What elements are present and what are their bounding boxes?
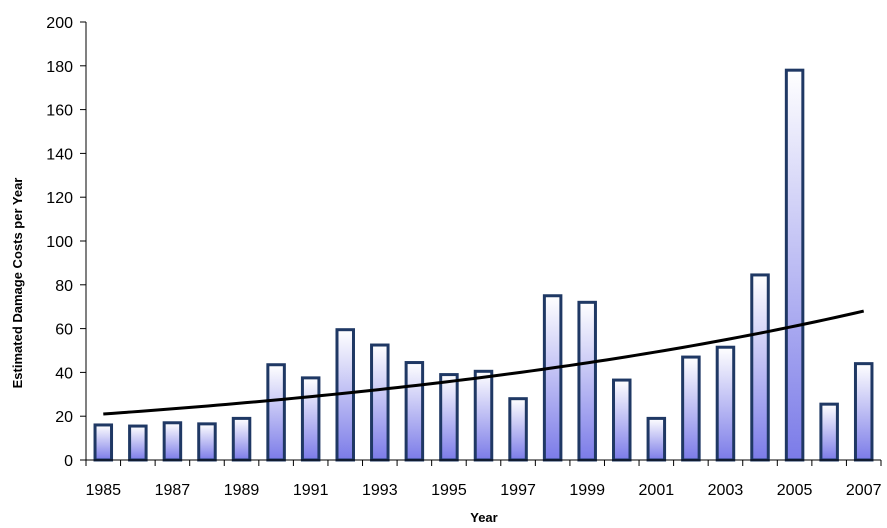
x-tick-label: 1985 <box>85 482 121 499</box>
bar-2005 <box>784 68 805 462</box>
x-axis-title: Year <box>470 510 497 525</box>
bar-2000 <box>612 378 632 462</box>
bar-1990 <box>266 363 286 462</box>
y-tick-label: 80 <box>55 278 73 295</box>
x-tick-label: 1991 <box>293 482 329 499</box>
y-tick-label: 120 <box>46 190 73 207</box>
bar-1991 <box>300 376 321 462</box>
x-tick-label: 1987 <box>155 482 191 499</box>
bar-1988 <box>197 422 217 462</box>
bar-1989 <box>231 416 252 462</box>
y-axis-title: Estimated Damage Costs per Year <box>10 178 25 389</box>
bar-1987 <box>162 421 183 462</box>
x-tick-label: 1997 <box>500 482 536 499</box>
bar-2007 <box>853 362 874 462</box>
x-axis: 1985 1987 1989 1991 1993 1995 1997 1999 2001 2003… <box>85 459 882 499</box>
bar-2003 <box>715 345 736 462</box>
y-tick-label: 40 <box>55 365 73 382</box>
bars <box>93 68 874 462</box>
bar-1985 <box>93 423 114 462</box>
y-tick-label: 200 <box>46 15 73 32</box>
bar-1996 <box>473 369 494 462</box>
y-tick-label: 60 <box>55 322 73 339</box>
bar-1986 <box>128 424 148 462</box>
bar-2001 <box>646 416 667 462</box>
bar-2006 <box>819 402 839 462</box>
x-tick-label: 1999 <box>569 482 605 499</box>
bar-1998 <box>542 294 563 462</box>
bar-2002 <box>681 355 701 462</box>
x-tick-label: 2007 <box>846 482 882 499</box>
x-tick-label: 1995 <box>431 482 467 499</box>
x-tick-label: 1993 <box>362 482 398 499</box>
trendline <box>103 309 865 416</box>
bar-1994 <box>404 361 425 462</box>
bar-1999 <box>577 300 597 462</box>
x-tick-label: 2005 <box>777 482 813 499</box>
x-tick-label: 2001 <box>639 482 675 499</box>
y-tick-label: 140 <box>46 146 73 163</box>
x-tick-label: 2003 <box>708 482 744 499</box>
y-tick-label: 0 <box>64 453 73 470</box>
bar-1993 <box>370 343 390 462</box>
y-axis: 0 20 40 60 80 100 120 140 160 180 200 <box>46 15 87 470</box>
y-tick-label: 100 <box>46 234 73 251</box>
x-tick-label: 1989 <box>224 482 260 499</box>
y-tick-label: 160 <box>46 103 73 120</box>
y-tick-label: 20 <box>55 409 73 426</box>
bar-1995 <box>439 373 459 462</box>
bar-1997 <box>508 397 528 462</box>
bar-2004 <box>750 273 770 462</box>
y-tick-label: 180 <box>46 59 73 76</box>
